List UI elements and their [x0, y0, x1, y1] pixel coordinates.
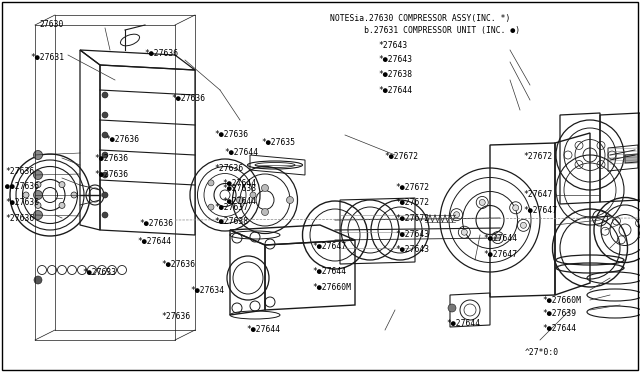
- Text: ^27*0:0: ^27*0:0: [525, 348, 559, 357]
- Text: *27672: *27672: [524, 152, 553, 161]
- Text: *●27644: *●27644: [483, 234, 517, 243]
- Ellipse shape: [33, 170, 42, 180]
- Ellipse shape: [59, 202, 65, 208]
- Ellipse shape: [495, 235, 500, 241]
- Ellipse shape: [102, 92, 108, 98]
- Text: *●27636: *●27636: [144, 49, 178, 58]
- Text: *27636: *27636: [161, 312, 191, 321]
- Text: *●27672: *●27672: [384, 152, 418, 161]
- Text: *●27647: *●27647: [524, 206, 557, 215]
- Ellipse shape: [59, 182, 65, 187]
- Text: *●27644: *●27644: [223, 197, 257, 206]
- Text: ●●27636: ●●27636: [5, 182, 39, 191]
- Text: *●27636: *●27636: [95, 154, 129, 163]
- Text: *●27660M: *●27660M: [312, 283, 351, 292]
- Text: *●27636: *●27636: [172, 94, 205, 103]
- Ellipse shape: [71, 192, 77, 198]
- Text: *●27636: *●27636: [214, 130, 248, 139]
- Text: *●27644: *●27644: [543, 324, 577, 333]
- Text: *27636: *27636: [5, 214, 35, 223]
- Ellipse shape: [33, 211, 42, 219]
- Text: *●27635: *●27635: [261, 138, 295, 147]
- Ellipse shape: [102, 132, 108, 138]
- Text: b.27631 COMPRESSOR UNIT (INC. ●): b.27631 COMPRESSOR UNIT (INC. ●): [330, 26, 520, 35]
- Ellipse shape: [513, 205, 518, 211]
- Text: *●27643: *●27643: [379, 55, 413, 64]
- Text: NOTESia.27630 COMPRESSOR ASSY(INC. *): NOTESia.27630 COMPRESSOR ASSY(INC. *): [330, 13, 510, 22]
- Text: *●27631: *●27631: [31, 53, 65, 62]
- Text: *●27672: *●27672: [396, 183, 429, 192]
- Text: *●27672: *●27672: [396, 214, 429, 223]
- Ellipse shape: [35, 182, 41, 187]
- Text: *●27638: *●27638: [379, 70, 413, 79]
- Text: *●27637: *●27637: [214, 203, 248, 212]
- Text: *●27636: *●27636: [161, 260, 195, 269]
- Text: *●27644: *●27644: [246, 325, 280, 334]
- Text: *●27644: *●27644: [224, 148, 258, 157]
- Text: *●27636: *●27636: [5, 198, 39, 207]
- Ellipse shape: [34, 276, 42, 284]
- Ellipse shape: [23, 192, 29, 198]
- Ellipse shape: [33, 151, 42, 160]
- Text: *●27644: *●27644: [312, 267, 346, 276]
- Ellipse shape: [520, 222, 527, 228]
- Ellipse shape: [35, 202, 41, 208]
- Text: *●27644: *●27644: [138, 237, 172, 246]
- Text: *27636: *27636: [5, 167, 35, 176]
- Text: *●27638: *●27638: [223, 184, 257, 193]
- Ellipse shape: [102, 112, 108, 118]
- Ellipse shape: [208, 204, 214, 210]
- Ellipse shape: [237, 196, 243, 203]
- Polygon shape: [625, 154, 638, 163]
- Text: *●27644: *●27644: [447, 319, 481, 328]
- Text: *●27647: *●27647: [483, 250, 517, 259]
- Text: *●27644: *●27644: [379, 86, 413, 94]
- Text: *●27672: *●27672: [396, 198, 429, 207]
- Ellipse shape: [479, 199, 485, 205]
- Text: *●27647: *●27647: [312, 242, 346, 251]
- Text: 27630: 27630: [40, 20, 64, 29]
- Text: *27647: *27647: [524, 190, 553, 199]
- Text: *27643: *27643: [379, 41, 408, 50]
- Ellipse shape: [102, 212, 108, 218]
- Text: *●27660M: *●27660M: [543, 296, 582, 305]
- Text: *●27636: *●27636: [140, 219, 173, 228]
- Text: *●27644: *●27644: [223, 179, 257, 188]
- Ellipse shape: [250, 192, 256, 198]
- Text: *●27636: *●27636: [95, 170, 129, 179]
- Ellipse shape: [461, 229, 467, 235]
- Text: *●27636: *●27636: [106, 135, 140, 144]
- Ellipse shape: [208, 180, 214, 186]
- Ellipse shape: [102, 172, 108, 178]
- Text: *27636: *27636: [214, 164, 244, 173]
- Text: *●27643: *●27643: [396, 246, 429, 254]
- Text: *●27633: *●27633: [82, 268, 116, 277]
- Ellipse shape: [33, 190, 42, 199]
- Ellipse shape: [262, 208, 269, 215]
- Ellipse shape: [287, 196, 294, 203]
- Ellipse shape: [454, 212, 460, 218]
- Text: *●27639: *●27639: [543, 309, 577, 318]
- Text: *●27634: *●27634: [191, 286, 225, 295]
- Text: *●27638: *●27638: [214, 217, 248, 226]
- Text: *●27643: *●27643: [396, 230, 429, 239]
- Ellipse shape: [102, 192, 108, 198]
- Ellipse shape: [262, 185, 269, 192]
- Ellipse shape: [102, 152, 108, 158]
- Ellipse shape: [448, 304, 456, 312]
